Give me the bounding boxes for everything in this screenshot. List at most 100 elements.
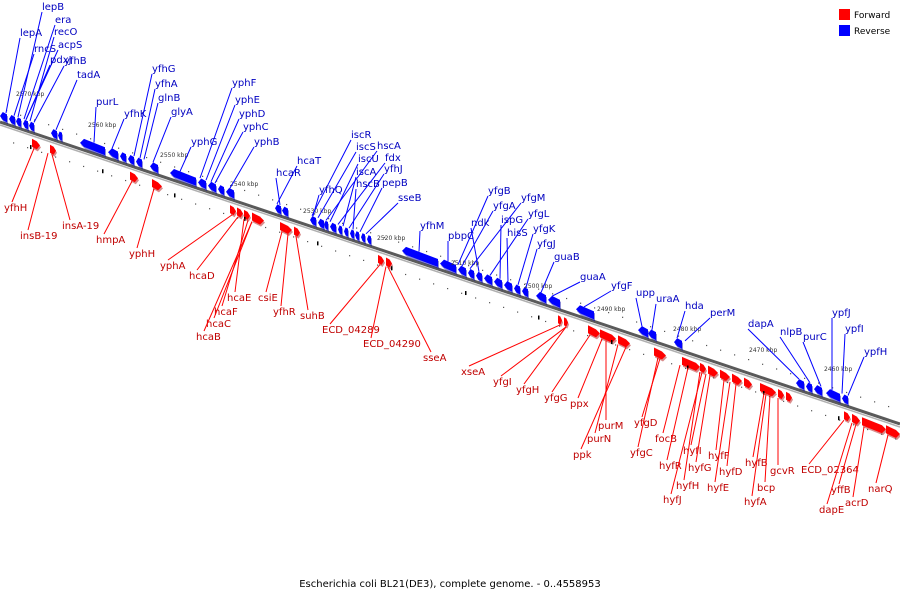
- gene-label-yfhh: yfhH: [4, 203, 27, 214]
- reverse-gene-block: [324, 220, 329, 233]
- ruler-dot: [132, 152, 134, 154]
- gene-label-purm: purM: [598, 421, 623, 432]
- gene-label-rncs: rncS: [34, 44, 56, 55]
- gene-label-hyfd: hyfD: [719, 467, 743, 478]
- gene-block-body: [218, 185, 224, 196]
- ruler-dot: [405, 273, 407, 276]
- gene-label-glnb: glnB: [158, 93, 180, 104]
- gene-block-body: [886, 425, 900, 438]
- gene-block-body: [806, 382, 812, 393]
- ruler-dot: [874, 401, 876, 403]
- scale-tick-label: 2560 kbp: [88, 122, 116, 129]
- ruler-dot: [629, 349, 631, 351]
- reverse-gene-connector: [348, 173, 385, 229]
- gene-label-purn: purN: [587, 434, 611, 445]
- gene-label-purc: purC: [803, 332, 827, 343]
- ruler-dot: [475, 297, 477, 299]
- gene-block-body: [330, 222, 336, 233]
- gene-block-body: [844, 411, 850, 422]
- gene-block-body: [700, 362, 706, 373]
- ruler-dot: [545, 320, 547, 323]
- scale-tick-label: 2550 kbp: [160, 152, 188, 159]
- reverse-gene-connector: [210, 118, 240, 183]
- gene-label-bcp: bcp: [757, 483, 775, 494]
- reverse-gene-connector: [551, 281, 581, 297]
- ruler-dot: [650, 326, 652, 328]
- gene-label-iscu: iscU: [358, 154, 379, 165]
- ruler-dot: [41, 151, 43, 153]
- gene-label-yfhg: yfhG: [152, 64, 176, 75]
- gene-label-era: era: [55, 15, 71, 26]
- ruler-dot: [489, 302, 491, 304]
- gene-label-lepa: lepA: [20, 28, 42, 39]
- gene-label-pbpc: pbpC: [448, 231, 474, 242]
- ruler-dot: [139, 184, 141, 186]
- gene-block-body: [128, 154, 134, 165]
- forward-gene-block: [50, 144, 57, 157]
- forward-gene-connector: [838, 424, 857, 485]
- gene-label-ypfh: ypfH: [864, 347, 887, 358]
- reverse-gene-connector: [461, 210, 494, 267]
- scale-tick-label: 2510 kbp: [451, 260, 479, 267]
- gene-block-body: [852, 413, 860, 425]
- scale-tick-label: 2540 kbp: [230, 181, 258, 188]
- scale-tick-mark: [838, 416, 840, 421]
- reverse-gene-block: [814, 385, 823, 398]
- ruler-dot: [573, 330, 575, 332]
- reverse-gene-connector: [111, 118, 125, 149]
- forward-gene-block: [600, 329, 617, 345]
- ruler-dot: [783, 400, 785, 402]
- gene-block-body: [0, 112, 7, 123]
- gene-label-uraa: uraA: [656, 294, 680, 305]
- gene-block-body: [136, 157, 142, 168]
- reverse-gene-connector: [179, 146, 192, 172]
- scale-tick-label: 2490 kbp: [597, 306, 625, 313]
- forward-gene-connector: [103, 181, 133, 235]
- gene-block-body: [230, 205, 236, 216]
- reverse-gene-connector: [33, 65, 65, 123]
- ruler-dot: [531, 316, 533, 318]
- reverse-gene-connector: [311, 139, 352, 216]
- reverse-gene-connector: [365, 202, 399, 235]
- gene-label-ispg: ispG: [501, 215, 523, 226]
- gene-block-body: [23, 119, 28, 130]
- reverse-gene-block: [338, 225, 343, 237]
- reverse-gene-connector: [352, 188, 357, 230]
- forward-gene-connector: [213, 221, 253, 319]
- reverse-gene-block: [150, 162, 159, 176]
- reverse-gene-block: [504, 281, 513, 294]
- ruler-dot: [433, 283, 435, 285]
- gene-label-hyfi: hyfI: [683, 446, 702, 457]
- reverse-gene-block: [648, 329, 657, 343]
- forward-gene-connector: [196, 216, 239, 271]
- reverse-gene-connector: [540, 261, 555, 293]
- reverse-gene-block: [576, 305, 595, 322]
- ruler-dot: [692, 340, 694, 342]
- forward-gene-connector: [764, 395, 771, 483]
- forward-gene-connector: [690, 373, 707, 446]
- ruler-dot: [328, 218, 330, 220]
- reverse-gene-block: [128, 154, 135, 167]
- ruler-dot: [510, 279, 512, 281]
- gene-label-yphh: yphH: [129, 249, 155, 260]
- forward-gene-block: [130, 171, 139, 185]
- reverse-gene-connector: [583, 290, 612, 308]
- reverse-gene-connector: [312, 194, 320, 217]
- gene-block-body: [826, 389, 840, 402]
- ruler-dot: [27, 147, 29, 149]
- reverse-gene-connector: [517, 233, 534, 285]
- legend-label-reverse: Reverse: [854, 27, 891, 37]
- ruler-dot: [307, 241, 309, 243]
- ruler-dot: [867, 428, 869, 431]
- forward-gene-connector: [500, 326, 567, 377]
- reverse-gene-connector: [457, 195, 489, 265]
- scale-tick-mark: [102, 169, 104, 174]
- gene-label-insa-19: insA-19: [62, 221, 99, 232]
- gene-label-yfgj: yfgJ: [537, 239, 556, 250]
- scale-tick-mark: [391, 266, 393, 271]
- ruler-dot: [566, 297, 568, 300]
- ruler-dot: [377, 264, 379, 266]
- ruler-dot: [286, 203, 288, 206]
